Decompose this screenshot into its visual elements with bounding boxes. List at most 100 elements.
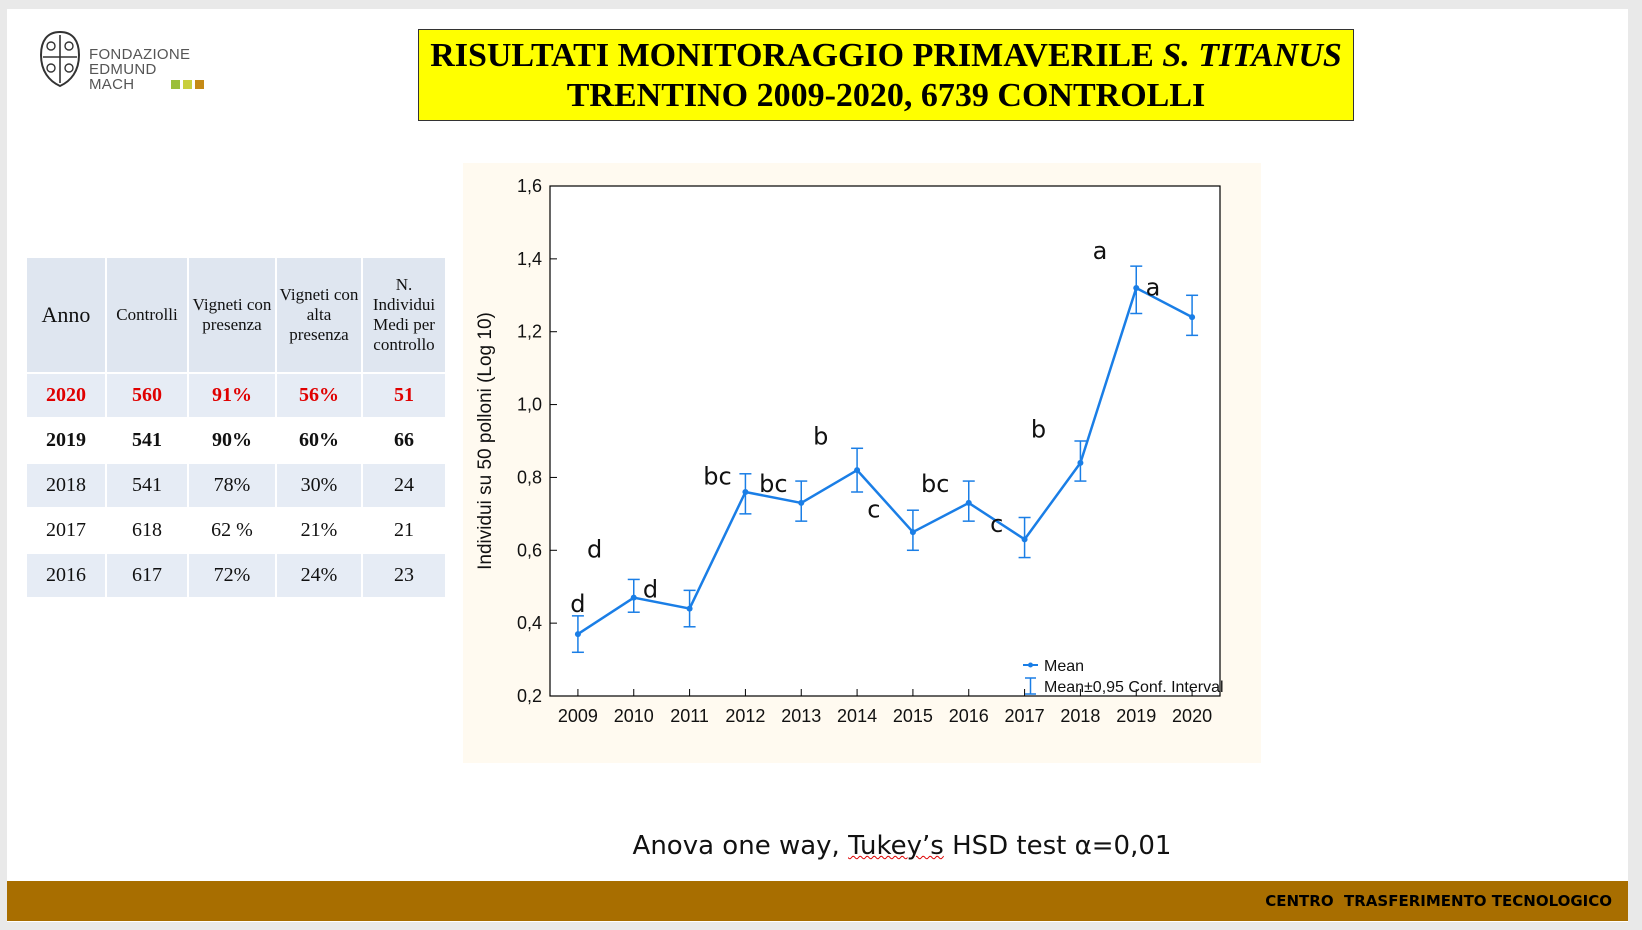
x-tick-label: 2016 — [949, 706, 989, 726]
data-point — [1189, 314, 1195, 320]
data-point — [1133, 285, 1139, 291]
table-cell: 2020 — [26, 373, 106, 418]
x-tick-label: 2012 — [725, 706, 765, 726]
significance-letter: b — [813, 423, 828, 451]
significance-letter: bc — [921, 470, 949, 498]
y-tick-label: 1,2 — [517, 322, 542, 342]
table-cell: 23 — [362, 553, 446, 598]
table-cell: 66 — [362, 418, 446, 463]
crest-logo-icon — [37, 29, 83, 89]
table-cell: 60% — [276, 418, 362, 463]
table-cell: 618 — [106, 508, 188, 553]
significance-letter: c — [990, 510, 1003, 538]
significance-letter: b — [1031, 415, 1046, 443]
logo-line: EDMUND — [89, 62, 190, 77]
significance-letter: d — [570, 590, 585, 618]
y-tick-label: 1,4 — [517, 249, 542, 269]
x-tick-label: 2013 — [781, 706, 821, 726]
x-tick-label: 2017 — [1005, 706, 1045, 726]
significance-letter: d — [643, 576, 658, 604]
legend-mean-dot — [1028, 663, 1033, 668]
title-box: RISULTATI MONITORAGGIO PRIMAVERILE S. TI… — [418, 29, 1354, 121]
table-cell: 78% — [188, 463, 276, 508]
table-header-cell: N. Individui Medi per controllo — [362, 257, 446, 373]
x-tick-label: 2018 — [1060, 706, 1100, 726]
data-point — [966, 500, 972, 506]
y-tick-label: 1,6 — [517, 176, 542, 196]
legend-mean-label: Mean — [1044, 658, 1084, 675]
table-cell: 541 — [106, 418, 188, 463]
title-prefix: RISULTATI MONITORAGGIO PRIMAVERILE — [430, 37, 1162, 74]
x-tick-label: 2009 — [558, 706, 598, 726]
title-line-1: RISULTATI MONITORAGGIO PRIMAVERILE S. TI… — [419, 36, 1353, 76]
data-point — [910, 529, 916, 535]
y-tick-label: 0,2 — [517, 686, 542, 706]
logo-square — [195, 80, 204, 89]
significance-letter: d — [587, 536, 602, 564]
significance-letter: bc — [703, 463, 731, 491]
data-point — [1022, 536, 1028, 542]
y-axis-label: Individui su 50 polloni (Log 10) — [475, 312, 496, 570]
data-point — [575, 631, 581, 637]
table-header-cell: Vigneti con alta presenza — [276, 257, 362, 373]
logo-line: FONDAZIONE — [89, 47, 190, 62]
table-cell: 2017 — [26, 508, 106, 553]
table-header-cell: Controlli — [106, 257, 188, 373]
table-row: 2018 541 78% 30% 24 — [26, 463, 446, 508]
logo-square — [183, 80, 192, 89]
table-cell: 541 — [106, 463, 188, 508]
table-cell: 617 — [106, 553, 188, 598]
title-species: S. TITANUS — [1162, 37, 1342, 74]
table-cell: 2016 — [26, 553, 106, 598]
table-cell: 51 — [362, 373, 446, 418]
table-cell: 2018 — [26, 463, 106, 508]
table-cell: 24% — [276, 553, 362, 598]
plot-area — [550, 186, 1220, 696]
x-tick-label: 2010 — [614, 706, 654, 726]
x-tick-label: 2015 — [893, 706, 933, 726]
footnote-text: HSD test α=0,01 — [944, 831, 1172, 861]
footer-text: CENTRO TRASFERIMENTO TECNOLOGICO — [1265, 892, 1612, 910]
legend-ci-label: Mean±0,95 Conf. Interval — [1044, 679, 1224, 696]
significance-letter: c — [867, 496, 880, 524]
table-cell: 2019 — [26, 418, 106, 463]
table-cell: 62 % — [188, 508, 276, 553]
data-point — [742, 489, 748, 495]
title-line-2: TRENTINO 2009-2020, 6739 CONTROLLI — [419, 76, 1353, 116]
data-point — [798, 500, 804, 506]
table-cell: 56% — [276, 373, 362, 418]
table-cell: 30% — [276, 463, 362, 508]
data-point — [854, 467, 860, 473]
footnote: Anova one way, Tukey’s HSD test α=0,01 — [552, 831, 1252, 861]
table-cell: 72% — [188, 553, 276, 598]
table-row: 2016 617 72% 24% 23 — [26, 553, 446, 598]
x-tick-label: 2011 — [670, 706, 709, 726]
chart: 0,2 0,4 0,6 0,8 1,0 1,2 1,4 1,6 2009 2010 2011 2012… — [463, 163, 1261, 763]
y-tick-label: 0,6 — [517, 540, 542, 560]
y-tick-label: 0,4 — [517, 613, 542, 633]
data-point — [687, 606, 693, 612]
table-cell: 21 — [362, 508, 446, 553]
table-header-row: Anno Controlli Vigneti con presenza Vign… — [26, 257, 446, 373]
logo-square — [171, 80, 180, 89]
table-cell: 91% — [188, 373, 276, 418]
data-point — [631, 595, 637, 601]
x-tick-label: 2020 — [1172, 706, 1212, 726]
table-row: 2020 560 91% 56% 51 — [26, 373, 446, 418]
footnote-tukey: Tukey’s — [848, 831, 944, 861]
data-point — [1077, 460, 1083, 466]
significance-letter: a — [1093, 237, 1108, 265]
footer-bar: CENTRO TRASFERIMENTO TECNOLOGICO — [7, 881, 1628, 921]
significance-letter: a — [1146, 273, 1161, 301]
y-tick-label: 1,0 — [517, 395, 542, 415]
table-header-cell: Anno — [26, 257, 106, 373]
x-tick-label: 2019 — [1116, 706, 1156, 726]
slide: FONDAZIONE EDMUND MACH RISULTATI MONITOR… — [7, 9, 1628, 922]
y-tick-label: 0,8 — [517, 467, 542, 487]
table-row: 2019 541 90% 60% 66 — [26, 418, 446, 463]
table-cell: 24 — [362, 463, 446, 508]
table-cell: 560 — [106, 373, 188, 418]
table-cell: 21% — [276, 508, 362, 553]
table-row: 2017 618 62 % 21% 21 — [26, 508, 446, 553]
x-tick-label: 2014 — [837, 706, 877, 726]
